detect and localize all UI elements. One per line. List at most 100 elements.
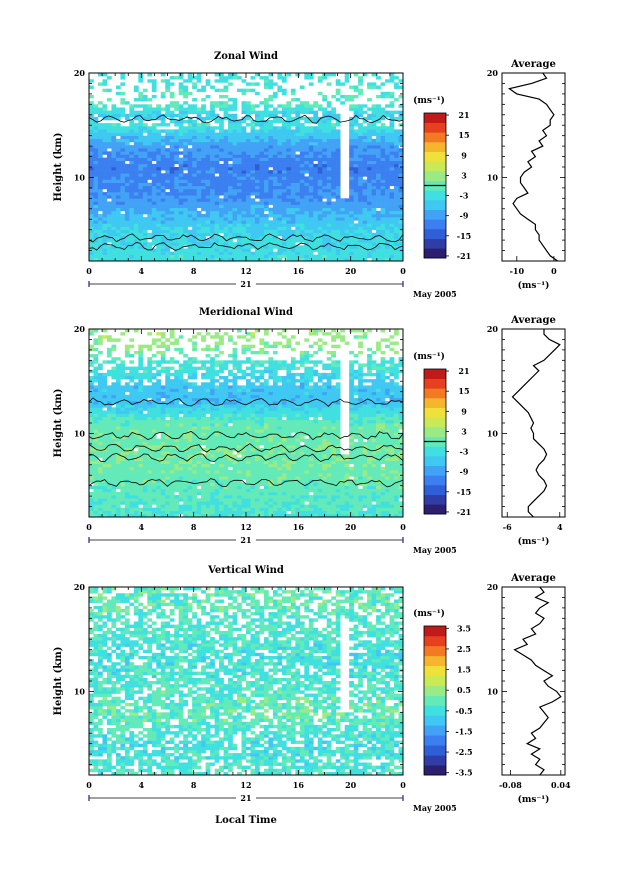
- heatmap-cell: [317, 501, 323, 505]
- heatmap-cell: [259, 101, 265, 105]
- heatmap-cell: [228, 248, 233, 252]
- heatmap-cell: [362, 488, 368, 493]
- heatmap-cell: [219, 504, 224, 508]
- heatmap-cell: [187, 104, 193, 108]
- heatmap-cell: [367, 473, 372, 477]
- heatmap-cell: [290, 120, 296, 124]
- heatmap-cell: [223, 113, 229, 118]
- heatmap-cell: [183, 226, 188, 230]
- heatmap-cell: [169, 488, 175, 493]
- heatmap-cell: [169, 135, 175, 140]
- heatmap-cell: [205, 160, 211, 165]
- heatmap-cell: [250, 104, 256, 108]
- heatmap-cell: [214, 210, 220, 215]
- heatmap-cell: [389, 226, 395, 230]
- heatmap-cell: [187, 239, 193, 243]
- heatmap-cell: [97, 160, 103, 165]
- heatmap-cell: [160, 163, 166, 168]
- heatmap-cell: [142, 145, 148, 149]
- heatmap-cell: [205, 248, 211, 252]
- heatmap-cell: [174, 473, 180, 477]
- heatmap-cell: [187, 248, 193, 252]
- heatmap-cell: [160, 179, 166, 183]
- heatmap-cell: [115, 476, 121, 480]
- date-label: May 2005: [413, 289, 457, 299]
- heatmap-cell: [165, 510, 171, 515]
- heatmap-cell: [237, 245, 242, 249]
- heatmap-cell: [129, 510, 135, 515]
- heatmap-cell: [389, 473, 395, 477]
- heatmap-cell: [335, 179, 341, 183]
- heatmap-cell: [286, 257, 292, 262]
- heatmap-cell: [174, 460, 180, 465]
- heatmap-cell: [174, 214, 180, 218]
- heatmap-cell: [178, 454, 184, 458]
- heatmap-cell: [201, 473, 206, 477]
- heatmap-cell: [183, 254, 188, 259]
- heatmap-cell: [259, 235, 265, 240]
- heatmap-cell: [371, 245, 377, 249]
- heatmap-cell: [169, 129, 175, 133]
- heatmap-cell: [308, 473, 314, 477]
- heatmap-cell: [214, 507, 220, 512]
- heatmap-cell: [129, 454, 135, 458]
- heatmap-cell: [192, 76, 197, 80]
- heatmap-cell: [241, 154, 247, 158]
- heatmap-cell: [344, 254, 350, 259]
- heatmap-cell: [317, 126, 323, 130]
- heatmap-cell: [138, 141, 144, 146]
- heatmap-cell: [192, 129, 197, 133]
- heatmap-cell: [380, 220, 386, 224]
- heatmap-cell: [299, 204, 305, 209]
- heatmap-cell: [340, 466, 345, 471]
- heatmap-cell: [304, 460, 310, 465]
- heatmap-cell: [201, 491, 206, 496]
- heatmap-cell: [102, 223, 108, 227]
- heatmap-cell: [183, 160, 188, 165]
- heatmap-cell: [124, 454, 130, 458]
- heatmap-cell: [133, 88, 139, 93]
- heatmap-cell: [133, 204, 139, 209]
- heatmap-cell: [246, 151, 251, 155]
- heatmap-cell: [228, 229, 233, 234]
- heatmap-cell: [272, 192, 278, 196]
- heatmap-cell: [290, 157, 296, 162]
- heatmap-cell: [331, 239, 337, 243]
- heatmap-cell: [115, 145, 121, 149]
- heatmap-cell: [344, 248, 350, 252]
- heatmap-cell: [228, 98, 233, 102]
- heatmap-cell: [129, 179, 135, 183]
- heatmap-cell: [124, 501, 130, 505]
- heatmap-cell: [358, 154, 363, 158]
- heatmap-cell: [299, 470, 305, 474]
- heatmap-cell: [394, 160, 399, 165]
- heatmap-cell: [160, 201, 166, 205]
- heatmap-cell: [106, 88, 112, 93]
- heatmap-cell: [376, 148, 381, 152]
- heatmap-cell: [286, 73, 292, 77]
- heatmap-cell: [124, 476, 130, 480]
- heatmap-cell: [246, 488, 251, 493]
- heatmap-cell: [156, 141, 162, 146]
- heatmap-cell: [367, 123, 372, 127]
- heatmap-cell: [210, 170, 215, 174]
- heatmap-cell: [138, 498, 144, 502]
- heatmap-cell: [367, 151, 372, 155]
- heatmap-cell: [277, 220, 283, 224]
- heatmap-cell: [331, 220, 337, 224]
- heatmap-cell: [241, 239, 247, 243]
- heatmap-cell: [133, 454, 139, 458]
- heatmap-cell: [192, 138, 197, 143]
- heatmap-cell: [89, 145, 94, 149]
- heatmap-cell: [165, 85, 171, 89]
- heatmap-cell: [340, 498, 345, 502]
- heatmap-cell: [398, 148, 404, 152]
- heatmap-cell: [205, 123, 211, 127]
- heatmap-cell: [353, 507, 359, 512]
- heatmap-cell: [317, 217, 323, 221]
- heatmap-cell: [371, 207, 377, 212]
- heatmap-cell: [89, 470, 94, 474]
- heatmap-cell: [192, 254, 197, 259]
- heatmap-cell: [187, 138, 193, 143]
